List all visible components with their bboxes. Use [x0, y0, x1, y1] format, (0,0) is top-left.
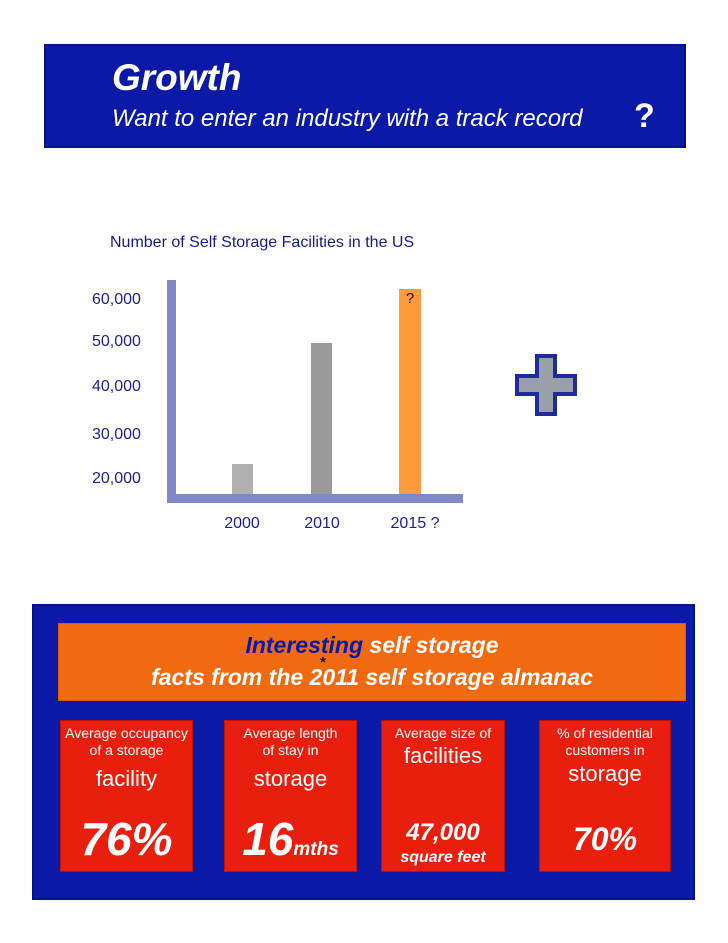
bar-value-label: ? — [405, 290, 415, 308]
facts-heading-highlight: self storage — [369, 632, 499, 658]
x-tick-label: 2000 — [224, 515, 260, 532]
fact-card-unit: square feet — [400, 849, 486, 866]
bar-2015: ? — [399, 289, 421, 494]
x-tick-label: 2015 ? — [390, 515, 440, 532]
facts-panel: Interesting self storage facts from the … — [32, 604, 695, 900]
y-tick-label: 30,000 — [92, 426, 141, 443]
header-banner: Growth Want to enter an industry with a … — [44, 44, 686, 148]
fact-card-unit: mths — [293, 839, 339, 860]
fact-card-subject: facility — [95, 766, 158, 791]
fact-card-residential: % of residential customers in storage 70… — [539, 720, 671, 872]
fact-card-caption: Average length of stay in — [243, 725, 338, 758]
fact-card-caption: Average occupancy of a storage — [65, 725, 188, 758]
fact-card-subject: facilities — [403, 743, 483, 768]
facts-heading-line1: Interesting self storage — [59, 630, 685, 660]
plus-icon — [515, 354, 577, 416]
facts-heading-word: Interesting — [245, 632, 364, 658]
facts-banner: Interesting self storage facts from the … — [58, 623, 686, 701]
bar-2010 — [311, 342, 332, 494]
y-axis — [167, 280, 176, 502]
fact-card-value: 70% — [572, 821, 638, 857]
fact-card-stay: Average length of stay in storage 16mths — [224, 720, 357, 872]
fact-card-value-line: 16mths — [225, 813, 356, 876]
page-title: Growth — [112, 57, 242, 98]
x-axis — [167, 494, 463, 503]
fact-card-occupancy: Average occupancy of a storage facility … — [60, 720, 193, 872]
fact-card-size: Average size of facilities 47,000 square… — [381, 720, 505, 872]
fact-card-value: 76% — [80, 813, 173, 865]
fact-card-caption: % of residential customers in — [557, 725, 653, 758]
fact-card-caption: Average size of — [394, 725, 492, 741]
page-subtitle: Want to enter an industry with a track r… — [112, 105, 583, 132]
y-tick-label: 40,000 — [92, 378, 141, 395]
y-tick-label: 50,000 — [92, 333, 141, 350]
facts-heading-line2: facts from the 2011 self storage almanac — [151, 664, 593, 690]
fact-card-value: 16 — [242, 813, 294, 865]
fact-card-subject: storage — [253, 766, 328, 791]
y-tick-label: 60,000 — [92, 291, 141, 308]
bar-2000 — [232, 463, 253, 494]
bar-chart: Number of Self Storage Facilities in the… — [0, 225, 520, 545]
chart-title: Number of Self Storage Facilities in the… — [110, 234, 415, 251]
fact-card-subject: storage — [568, 761, 642, 786]
y-tick-label: 20,000 — [92, 470, 141, 487]
question-mark: ? — [634, 97, 655, 135]
fact-card-value: 47,000 — [406, 819, 480, 846]
footnote-asterisk: * — [320, 654, 326, 671]
x-tick-label: 2010 — [304, 515, 340, 532]
